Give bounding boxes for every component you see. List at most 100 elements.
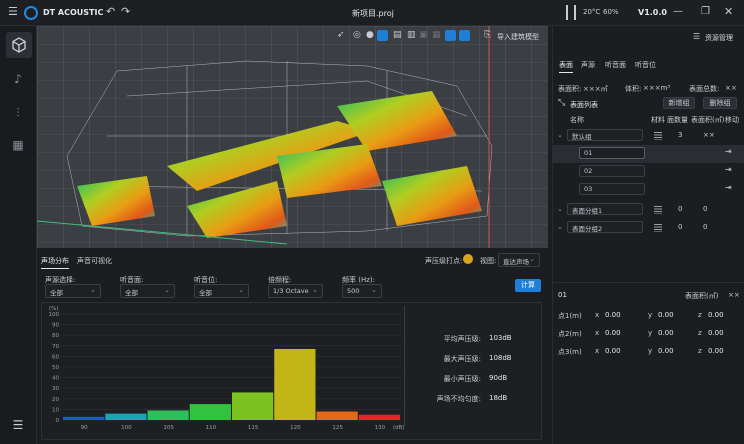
point-label: 点3(m)	[558, 348, 582, 356]
y-tick-label: 10	[52, 407, 59, 413]
restore-icon[interactable]: ❐	[701, 6, 710, 17]
group-count: 0	[678, 205, 683, 213]
z-value[interactable]: 0.00	[708, 329, 724, 337]
table-icon[interactable]: ▦	[12, 138, 24, 152]
y-tick-label: 100	[49, 312, 60, 318]
view-select[interactable]: 直达声场 ⌄	[498, 253, 540, 267]
list-item-default-group[interactable]: ⌄ 默认组 3 ××	[553, 127, 744, 145]
list-item-group-2[interactable]: ⌄ 表面分组2 0 0	[553, 219, 744, 237]
sphere-wire-icon[interactable]: ◎	[353, 30, 361, 40]
source-select[interactable]: 全部 ⌄	[45, 284, 101, 298]
x-axis-unit: (dB)	[393, 425, 405, 431]
x-tick-label: 105	[163, 425, 174, 431]
chevron-down-icon[interactable]: ⌄	[557, 205, 563, 213]
z-value[interactable]: 0.00	[708, 347, 724, 355]
group-name-field[interactable]: 表面分组1	[567, 203, 643, 215]
material-icon[interactable]	[654, 132, 662, 140]
x-value[interactable]: 0.00	[605, 311, 621, 319]
cube-view-icon[interactable]: ▣	[419, 30, 428, 40]
tab-listen-point[interactable]: 听音位	[635, 61, 656, 69]
view-label: 视图:	[480, 257, 497, 265]
list-item-group-1[interactable]: ⌄ 表面分组1 0 0	[553, 201, 744, 219]
group-count: 3	[678, 131, 683, 139]
add-group-button[interactable]: 新增组	[663, 97, 695, 109]
redo-icon[interactable]: ↷	[121, 5, 131, 18]
sphere-solid-icon[interactable]: ●	[366, 30, 374, 40]
surface-name-field[interactable]: 03	[579, 183, 645, 195]
detail-area-value: ××	[728, 291, 740, 299]
tab-source[interactable]: 声源	[581, 61, 595, 69]
col-material: 材料	[651, 116, 665, 124]
y-tick-label: 60	[52, 354, 59, 360]
move-icon[interactable]: ⇥	[725, 183, 732, 192]
material-icon[interactable]	[654, 224, 662, 232]
layers-icon[interactable]: ▤	[393, 30, 402, 40]
y-tick-label: 50	[52, 365, 59, 371]
pointer-icon[interactable]: ➶	[337, 30, 345, 40]
menu-icon[interactable]: ☰	[8, 5, 18, 18]
stack-icon[interactable]: ▦	[432, 30, 441, 40]
stat-label: 最大声压级:	[443, 355, 481, 363]
x-axis-label: x	[595, 311, 600, 319]
band-select[interactable]: 1/3 Octave ⌄	[268, 284, 323, 298]
y-tick-label: 40	[52, 376, 59, 382]
level-plot-label: 声压级打点:	[425, 257, 463, 265]
x-value[interactable]: 0.00	[605, 329, 621, 337]
3d-viewport[interactable]	[37, 26, 548, 248]
move-icon[interactable]: ⇥	[725, 165, 732, 174]
point-select[interactable]: 全部 ⌄	[194, 284, 249, 298]
y-value[interactable]: 0.00	[658, 347, 674, 355]
x-value[interactable]: 0.00	[605, 347, 621, 355]
total-value: ××	[725, 84, 737, 92]
close-icon[interactable]: ✕	[724, 5, 734, 18]
collapse-icon[interactable]: ⤡	[558, 98, 566, 108]
detail-title: 01	[558, 291, 567, 299]
sound-icon[interactable]: ♪	[14, 72, 22, 86]
resource-manager-button[interactable]: 资源管理	[705, 34, 733, 42]
group-name-field[interactable]: 默认组	[567, 129, 643, 141]
group-name-field[interactable]: 表面分组2	[567, 221, 643, 233]
surface-name-field[interactable]: 02	[579, 165, 645, 177]
compute-button[interactable]: 计算	[515, 279, 541, 292]
sphere-shaded-icon[interactable]	[377, 30, 388, 41]
tab-visualization[interactable]: 声音可视化	[77, 257, 112, 265]
tab-listen-surface[interactable]: 听音面	[605, 61, 626, 69]
source-label: 声源选择:	[45, 276, 76, 284]
y-value[interactable]: 0.00	[658, 329, 674, 337]
view-mode-a-icon[interactable]	[445, 30, 456, 41]
delete-group-button[interactable]: 删除组	[703, 97, 737, 109]
chevron-down-icon[interactable]: ⌄	[557, 223, 563, 231]
histogram-bar	[105, 413, 147, 420]
import-icon[interactable]: ⎘	[484, 30, 492, 40]
heat-surface-3	[277, 144, 382, 198]
y-value[interactable]: 0.00	[658, 311, 674, 319]
tab-surface[interactable]: 表面	[559, 60, 573, 73]
list-item-02[interactable]: 02 ⇥	[553, 163, 744, 181]
point-row: 点3(m) x 0.00 y 0.00 z 0.00	[553, 344, 744, 360]
list-item-01[interactable]: 01 ⇥	[553, 145, 744, 163]
group-area: 0	[703, 205, 708, 213]
toggle-icon[interactable]	[463, 254, 473, 264]
settings-list-icon[interactable]: ☰	[12, 418, 24, 432]
material-icon[interactable]	[654, 206, 662, 214]
surface-select[interactable]: 全部 ⌄	[120, 284, 175, 298]
y-tick-label: 80	[52, 333, 59, 339]
tune-icon[interactable]: ⫶	[16, 106, 20, 120]
minimize-icon[interactable]: —	[673, 6, 683, 17]
surface-name-field[interactable]: 01	[579, 147, 645, 159]
move-icon[interactable]: ⇥	[725, 147, 732, 156]
model-tool-button[interactable]	[6, 32, 32, 58]
freq-select[interactable]: 500 ⌄	[342, 284, 382, 298]
chevron-down-icon[interactable]: ⌄	[557, 131, 563, 139]
undo-icon[interactable]: ↶	[106, 5, 116, 18]
z-axis-label: z	[698, 311, 702, 319]
point-label: 点1(m)	[558, 312, 582, 320]
list-item-03[interactable]: 03 ⇥	[553, 181, 744, 199]
z-value[interactable]: 0.00	[708, 311, 724, 319]
view-mode-b-icon[interactable]	[459, 30, 470, 41]
import-model-button[interactable]: 导入建筑模型	[497, 33, 539, 41]
freq-label: 频率 (Hz):	[342, 276, 375, 284]
stat-label: 声场不均匀度:	[436, 395, 481, 403]
tab-sound-field[interactable]: 声场分布	[41, 256, 69, 269]
bars-icon[interactable]: ▥	[407, 30, 416, 40]
